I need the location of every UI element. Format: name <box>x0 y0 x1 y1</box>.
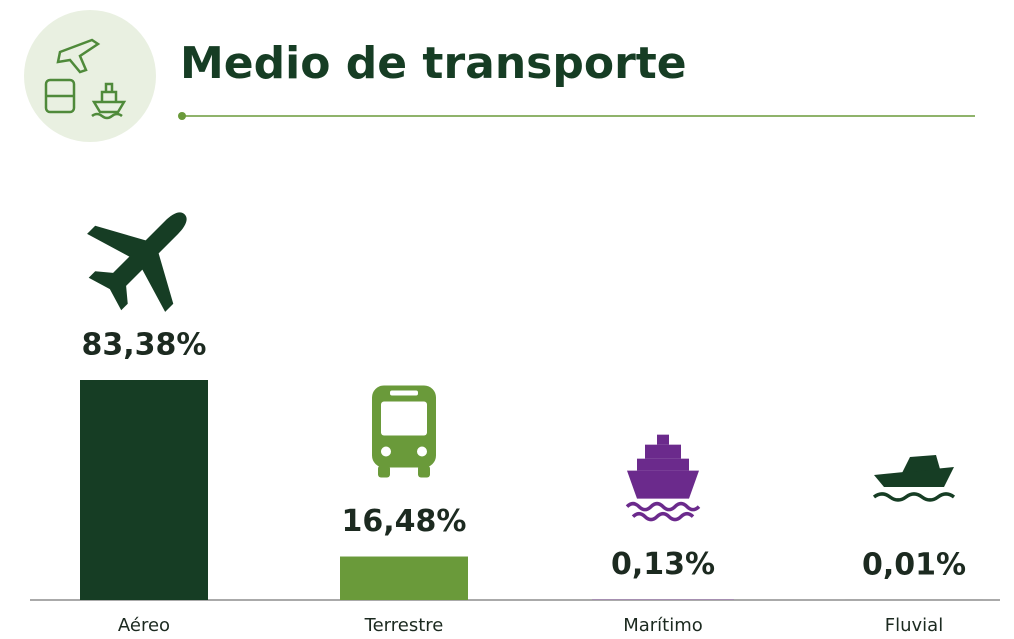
bus-light <box>417 446 427 457</box>
value-label: 0,13% <box>611 547 715 582</box>
bar <box>80 380 208 600</box>
header-waves <box>91 112 123 120</box>
ship-waves <box>625 501 701 522</box>
category-icon <box>872 454 956 502</box>
plane-icon <box>87 212 187 312</box>
value-label: 83,38% <box>82 328 207 363</box>
ship-funnel <box>657 434 669 445</box>
header-icons <box>44 38 127 120</box>
title-rule-dot <box>178 112 186 120</box>
ship-cabin <box>645 444 681 459</box>
boat-waves <box>872 492 956 502</box>
x-tick-label: Aéreo <box>118 615 170 636</box>
category-icon <box>625 434 701 522</box>
boat-hull <box>874 466 954 487</box>
ship-cabin <box>637 458 689 471</box>
chart-title: Medio de transporte <box>180 38 687 89</box>
x-tick-label: Marítimo <box>623 615 703 636</box>
ship-hull <box>627 470 699 499</box>
bus-top <box>390 390 418 396</box>
boat-cabin <box>902 454 940 473</box>
header-plane <box>56 38 101 74</box>
bus-wheel <box>418 465 430 478</box>
x-tick-label: Terrestre <box>364 615 444 636</box>
value-label: 0,01% <box>862 547 966 582</box>
bus-window <box>381 401 427 436</box>
header-ship <box>91 82 127 114</box>
value-label: 16,48% <box>342 504 467 539</box>
bus-wheel <box>378 465 390 478</box>
x-tick-label: Fluvial <box>885 615 943 636</box>
category-icon <box>372 385 436 478</box>
bus-light <box>381 446 391 457</box>
category-icon <box>87 212 187 312</box>
bar <box>340 556 468 600</box>
header-badge <box>24 10 156 142</box>
